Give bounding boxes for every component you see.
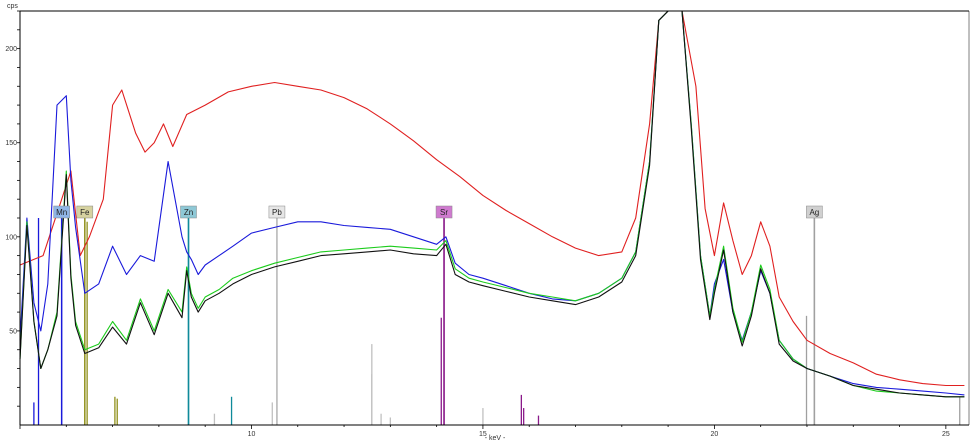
element-label-pb[interactable]: Pb bbox=[268, 205, 286, 219]
x-axis-unit-label: - keV - bbox=[485, 435, 506, 442]
series-line-3 bbox=[19, 10, 965, 398]
element-label-box bbox=[806, 205, 823, 219]
element-label-zn[interactable]: Zn bbox=[180, 205, 197, 219]
y-ticks: 50 100 150 200 bbox=[5, 10, 20, 407]
element-label-box bbox=[435, 205, 453, 219]
element-label-fe[interactable]: Fe bbox=[76, 205, 94, 219]
y-tick-label: 150 bbox=[5, 140, 17, 147]
x-tick-label: 25 bbox=[942, 431, 950, 438]
series-line-4 bbox=[19, 10, 965, 398]
element-marker-labels: Mn Fe Zn Pb Sr Ag bbox=[53, 205, 823, 219]
element-label-text: Zn bbox=[184, 208, 193, 217]
y-tick-label: 200 bbox=[5, 46, 17, 53]
element-label-box bbox=[76, 205, 94, 219]
element-label-box bbox=[53, 205, 70, 219]
series-line-1 bbox=[19, 10, 965, 387]
x-tick-label: 10 bbox=[248, 431, 256, 438]
y-tick-label: 50 bbox=[9, 328, 17, 335]
y-axis-unit-label: cps bbox=[7, 3, 18, 10]
element-label-box bbox=[268, 205, 286, 219]
element-label-box bbox=[180, 205, 197, 219]
y-tick-label: 100 bbox=[5, 234, 17, 241]
element-label-text: Pb bbox=[272, 208, 282, 217]
x-ticks: 10 15 20 25 bbox=[19, 425, 950, 438]
element-label-text: Mn bbox=[56, 208, 67, 217]
element-label-text: Fe bbox=[80, 208, 90, 217]
element-label-sr[interactable]: Sr bbox=[435, 205, 453, 219]
element-label-ag[interactable]: Ag bbox=[806, 205, 823, 219]
element-label-text: Sr bbox=[440, 208, 448, 217]
x-tick-label: 15 bbox=[479, 431, 487, 438]
spectrum-series bbox=[19, 10, 965, 398]
x-tick-label: 20 bbox=[710, 431, 718, 438]
element-label-text: Ag bbox=[809, 208, 819, 217]
element-label-mn[interactable]: Mn bbox=[53, 205, 70, 219]
